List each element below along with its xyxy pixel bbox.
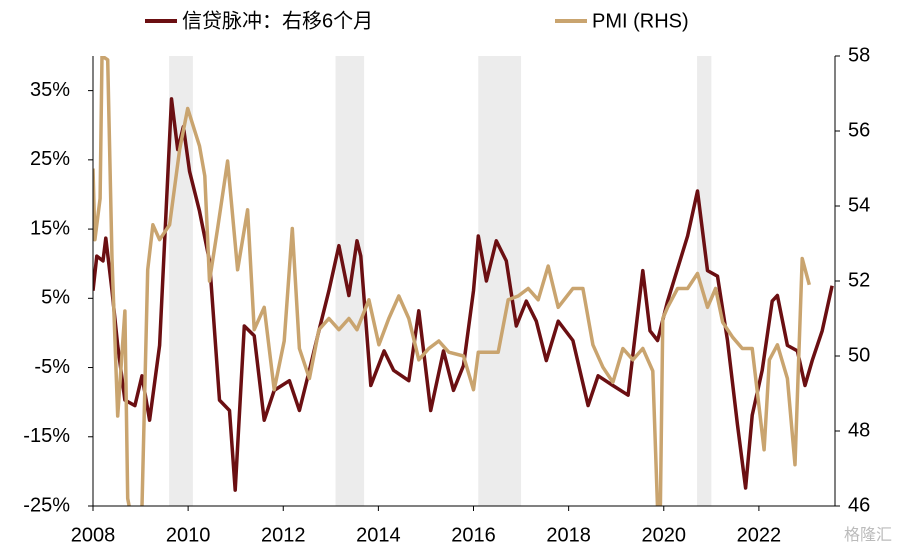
y2-tick-label: 56 <box>848 119 870 141</box>
shaded-band <box>697 56 712 506</box>
x-tick-label: 2008 <box>71 524 116 546</box>
y2-tick-label: 48 <box>848 419 870 441</box>
y-tick-label: -25% <box>23 494 70 516</box>
x-tick-label: 2020 <box>642 524 687 546</box>
y2-tick-label: 54 <box>848 194 870 216</box>
y-tick-label: 5% <box>41 287 70 309</box>
plot-area <box>93 56 834 506</box>
x-tick-label: 2016 <box>451 524 496 546</box>
x-tick-label: 2010 <box>166 524 211 546</box>
shaded-band <box>169 56 193 506</box>
y-tick-label: 15% <box>30 217 70 239</box>
series-line <box>93 97 834 492</box>
y-tick-label: -5% <box>34 356 70 378</box>
y2-tick-label: 52 <box>848 269 870 291</box>
legend-label: 信贷脉冲：右移6个月 <box>182 9 373 32</box>
legend-label: PMI (RHS) <box>592 10 689 32</box>
y2-tick-label: 50 <box>848 344 870 366</box>
watermark: 格隆汇 <box>844 526 892 544</box>
y-tick-label: -15% <box>23 425 70 447</box>
x-tick-label: 2014 <box>356 524 401 546</box>
series-line <box>93 56 811 506</box>
y-tick-label: 35% <box>30 79 70 101</box>
y2-tick-label: 46 <box>848 494 870 516</box>
x-tick-label: 2022 <box>737 524 782 546</box>
x-tick-label: 2018 <box>546 524 591 546</box>
y-tick-label: 25% <box>30 148 70 170</box>
y2-tick-label: 58 <box>848 44 870 66</box>
x-tick-label: 2012 <box>261 524 306 546</box>
